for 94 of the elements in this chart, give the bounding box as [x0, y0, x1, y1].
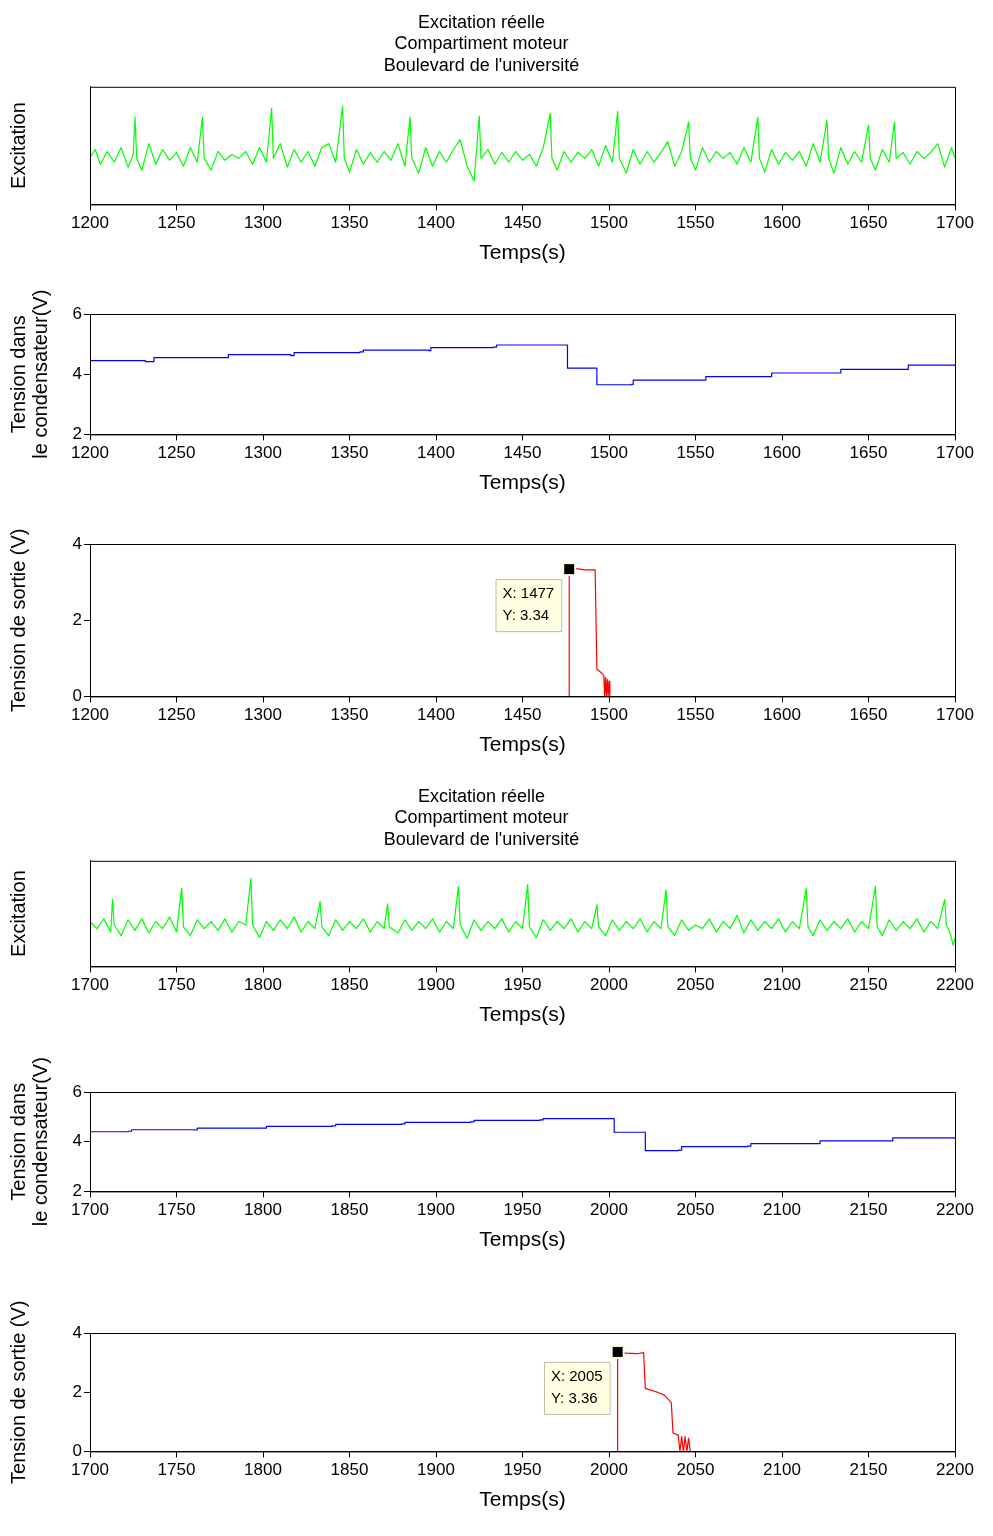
x-tick-label: 1700 [936, 705, 974, 725]
x-tick-label: 1750 [157, 1200, 196, 1220]
y-tick-label: 4 [72, 533, 82, 553]
x-tick-label: 1750 [157, 975, 196, 995]
x-tick-label: 1450 [503, 443, 542, 463]
x-tick-label: 1550 [676, 443, 715, 463]
x-tick-label: 2150 [849, 1460, 888, 1480]
x-tick-label: 1700 [936, 213, 974, 233]
y-axis-title: Tension dans le condensateur(V) [6, 1057, 51, 1227]
x-axis-title: Temps(s) [479, 1487, 566, 1511]
x-tick-label: 1700 [71, 1460, 109, 1480]
x-axis-title: Temps(s) [479, 470, 566, 494]
x-tick-label: 1450 [503, 705, 542, 725]
x-tick-label: 2200 [936, 1200, 974, 1220]
x-tick-label: 1200 [71, 705, 109, 725]
x-tick-label: 1350 [330, 705, 369, 725]
x-tick-label: 1250 [157, 213, 196, 233]
x-tick-label: 1700 [936, 443, 974, 463]
x-tick-label: 1250 [157, 443, 196, 463]
x-tick-label: 2050 [676, 1200, 715, 1220]
x-tick-label: 1850 [330, 1460, 369, 1480]
x-tick-label: 1300 [244, 443, 282, 463]
y-tick-label: 0 [72, 686, 82, 706]
x-tick-label: 1450 [503, 213, 542, 233]
chart-title: Excitation réelle Compartiment moteur Boulevard de l'université [383, 11, 580, 75]
x-tick-label: 1650 [849, 705, 888, 725]
y-tick-label: 6 [72, 1081, 82, 1101]
x-tick-label: 2200 [936, 1460, 974, 1480]
x-tick-label: 1550 [676, 213, 715, 233]
x-tick-label: 1400 [417, 443, 455, 463]
y-tick-label: 2 [72, 424, 82, 444]
x-tick-label: 2050 [676, 975, 715, 995]
y-tick-label: 0 [72, 1441, 82, 1461]
y-tick-label: 4 [72, 1131, 82, 1151]
y-tick-label: 4 [72, 1322, 82, 1342]
x-tick-label: 1950 [503, 1200, 542, 1220]
y-axis-title: Tension dans le condensateur(V) [6, 289, 51, 459]
x-tick-label: 2050 [676, 1460, 715, 1480]
x-axis-title: Temps(s) [479, 240, 566, 264]
x-tick-label: 1800 [244, 1200, 282, 1220]
x-tick-label: 1900 [417, 1460, 455, 1480]
x-tick-label: 1600 [763, 705, 801, 725]
x-tick-label: 2000 [590, 975, 628, 995]
x-tick-label: 1600 [763, 443, 801, 463]
x-tick-label: 1400 [417, 705, 455, 725]
x-tick-label: 1500 [590, 443, 628, 463]
x-tick-label: 2200 [936, 975, 974, 995]
x-tick-label: 2150 [849, 1200, 888, 1220]
y-tick-label: 2 [72, 609, 82, 629]
x-tick-label: 1700 [71, 975, 109, 995]
x-tick-label: 2100 [763, 975, 801, 995]
x-tick-label: 1850 [330, 975, 369, 995]
y-tick-label: 6 [72, 303, 82, 323]
x-tick-label: 1350 [330, 443, 369, 463]
x-tick-label: 1200 [71, 213, 109, 233]
y-axis-title: Tension de sortie (V) [6, 1300, 29, 1484]
x-tick-label: 1250 [157, 705, 196, 725]
x-tick-label: 1950 [503, 975, 542, 995]
y-axis-title: Excitation [6, 102, 29, 189]
y-tick-label: 2 [72, 1381, 82, 1401]
x-tick-label: 1900 [417, 975, 455, 995]
chart-title: Excitation réelle Compartiment moteur Boulevard de l'université [383, 785, 580, 849]
x-tick-label: 2150 [849, 975, 888, 995]
x-tick-label: 1750 [157, 1460, 196, 1480]
x-tick-label: 1800 [244, 975, 282, 995]
x-tick-label: 1900 [417, 1200, 455, 1220]
x-tick-label: 2100 [763, 1460, 801, 1480]
y-tick-label: 4 [72, 363, 82, 383]
x-tick-label: 1400 [417, 213, 455, 233]
x-tick-label: 1600 [763, 213, 801, 233]
x-tick-label: 1500 [590, 705, 628, 725]
x-axis-title: Temps(s) [479, 732, 566, 756]
x-tick-label: 2000 [590, 1460, 628, 1480]
y-tick-label: 2 [72, 1181, 82, 1201]
annotation: X: 2005 Y: 3.36 [550, 1367, 603, 1407]
x-tick-label: 1500 [590, 213, 628, 233]
x-tick-label: 1550 [676, 705, 715, 725]
y-axis-title: Excitation [6, 870, 29, 957]
x-tick-label: 2000 [590, 1200, 628, 1220]
x-tick-label: 1200 [71, 443, 109, 463]
x-tick-label: 1850 [330, 1200, 369, 1220]
x-tick-label: 1800 [244, 1460, 282, 1480]
x-tick-label: 2100 [763, 1200, 801, 1220]
annotation: X: 1477 Y: 3.34 [502, 584, 555, 624]
x-tick-label: 1650 [849, 443, 888, 463]
y-axis-title: Tension de sortie (V) [6, 528, 29, 712]
x-tick-label: 1300 [244, 705, 282, 725]
x-axis-title: Temps(s) [479, 1227, 566, 1251]
x-tick-label: 1950 [503, 1460, 542, 1480]
x-tick-label: 1650 [849, 213, 888, 233]
x-tick-label: 1350 [330, 213, 369, 233]
x-axis-title: Temps(s) [479, 1002, 566, 1026]
x-tick-label: 1300 [244, 213, 282, 233]
x-tick-label: 1700 [71, 1200, 109, 1220]
